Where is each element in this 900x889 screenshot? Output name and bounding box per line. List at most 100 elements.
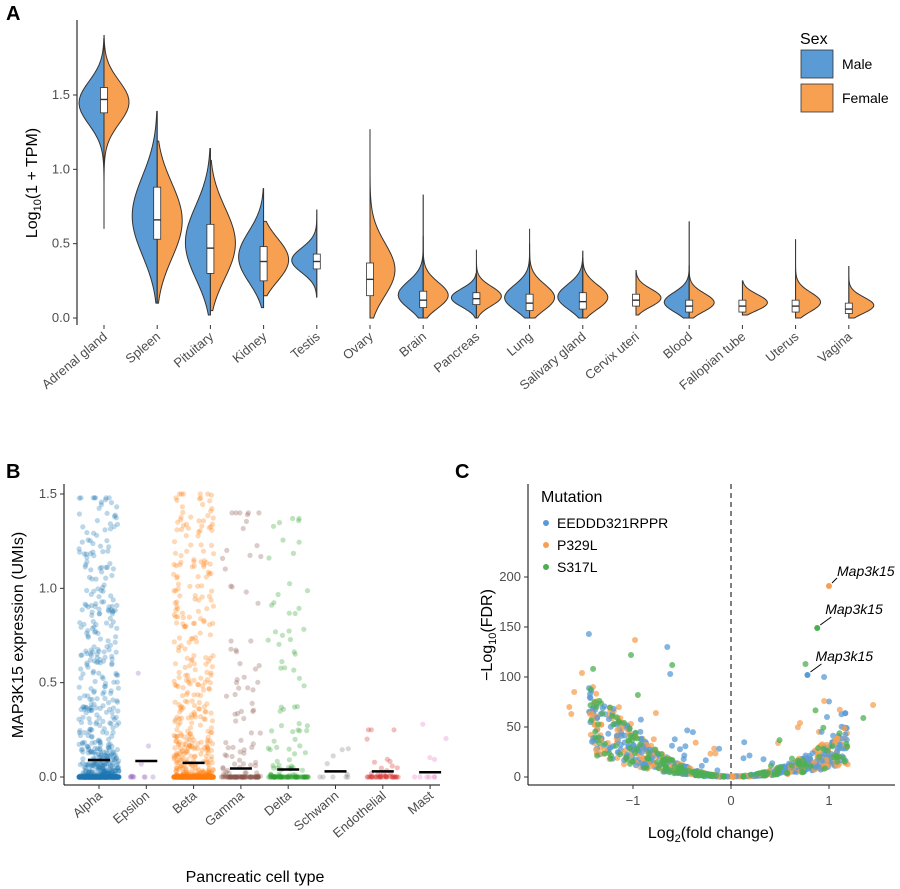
panel-c-legend: Mutation EEDDD321RPPR P329L S317L [541, 489, 668, 575]
data-point [97, 746, 103, 753]
data-point [180, 774, 186, 780]
data-point [198, 774, 204, 780]
data-point [102, 772, 108, 778]
data-point [92, 774, 98, 780]
data-point [88, 774, 95, 780]
data-point [108, 593, 114, 599]
data-point [181, 774, 187, 780]
data-point [196, 518, 202, 524]
data-point [821, 765, 828, 772]
data-point [184, 774, 190, 780]
data-point [207, 773, 213, 779]
data-point [101, 774, 107, 780]
data-point [90, 774, 96, 780]
data-point [80, 714, 86, 720]
data-point [186, 774, 192, 780]
data-point [191, 774, 197, 780]
data-point [99, 773, 105, 779]
data-point [789, 755, 795, 762]
data-point [93, 773, 99, 779]
data-point [83, 774, 89, 780]
data-point [184, 774, 190, 780]
data-point [80, 773, 86, 780]
data-point [114, 774, 120, 780]
data-point [185, 774, 191, 780]
data-point [101, 684, 108, 690]
data-point [207, 774, 213, 780]
x-tick-label: Vagina [815, 328, 856, 365]
data-point [97, 774, 103, 780]
data-point [427, 755, 433, 761]
data-point [88, 774, 94, 780]
data-point [97, 774, 103, 780]
data-point [104, 564, 110, 571]
data-point [196, 774, 202, 780]
data-point [91, 644, 97, 650]
data-point [79, 774, 85, 780]
data-point [85, 664, 91, 670]
legend-swatch-female [800, 83, 834, 113]
legend-label-p329l: P329L [557, 537, 598, 553]
x-tick-label: Testis [288, 328, 323, 361]
panel-a-y-label: Log10(1 + TPM) [24, 128, 44, 238]
data-point [114, 774, 120, 780]
data-point [128, 773, 134, 779]
data-point [86, 745, 92, 751]
data-point [93, 774, 99, 780]
data-point [101, 774, 107, 780]
data-point [80, 671, 86, 677]
data-point [95, 774, 101, 780]
data-point [189, 720, 195, 726]
data-point [105, 745, 111, 751]
data-point [189, 564, 195, 570]
panel-a-y-ticks: 0.00.51.01.5 [52, 87, 77, 325]
data-point [193, 774, 199, 780]
data-point [93, 774, 100, 780]
data-point [189, 636, 196, 642]
data-point [183, 774, 189, 780]
data-point [193, 774, 199, 780]
data-point [208, 774, 214, 780]
data-point [803, 763, 809, 769]
data-point [204, 774, 210, 780]
data-point [79, 652, 85, 658]
data-point [80, 749, 86, 755]
data-point [236, 685, 242, 691]
panel-c-x-ticks: −1 0 1 [626, 785, 833, 808]
data-point [196, 529, 202, 535]
data-point [207, 774, 213, 780]
data-point [108, 774, 115, 780]
data-point [114, 521, 121, 527]
data-point [107, 762, 113, 768]
data-point [198, 774, 204, 780]
data-point [204, 774, 210, 780]
x-tick-label: 0 [727, 793, 734, 808]
data-point [95, 774, 101, 780]
data-point [189, 774, 195, 780]
data-point [669, 662, 676, 668]
data-point [111, 753, 117, 759]
data-point [191, 772, 197, 778]
data-point [97, 767, 103, 773]
data-point [78, 774, 84, 780]
panel-c-legend-title: Mutation [541, 489, 602, 506]
y-tick-label: 1.5 [39, 486, 57, 501]
data-point [81, 774, 87, 780]
data-point [92, 774, 99, 780]
data-point [100, 767, 106, 773]
data-point [270, 523, 277, 529]
data-point [99, 774, 105, 780]
data-point [271, 738, 277, 744]
data-point [102, 683, 108, 689]
data-point [205, 745, 211, 751]
data-point [205, 774, 211, 780]
data-point [93, 774, 99, 780]
data-point [102, 774, 108, 780]
data-point [223, 740, 229, 746]
panel-b-x-ticks: Alpha Epsilon Beta Gamma DeltaSchwannEndothe… [70, 785, 436, 841]
data-point [198, 616, 204, 622]
data-point [193, 774, 199, 780]
data-point [92, 745, 98, 752]
data-point [176, 774, 182, 780]
data-point [185, 774, 191, 780]
